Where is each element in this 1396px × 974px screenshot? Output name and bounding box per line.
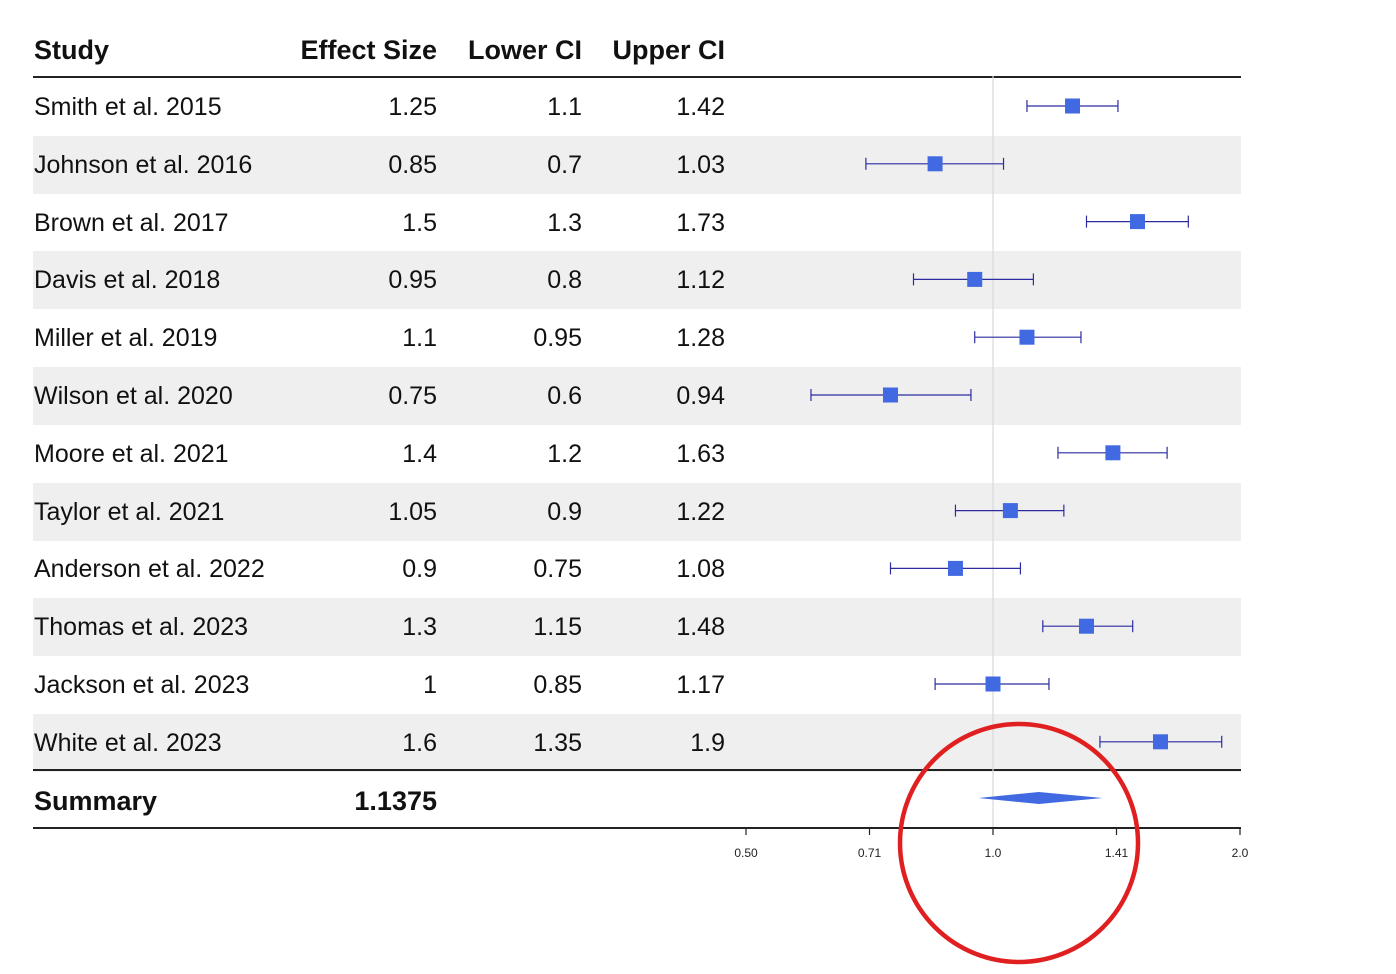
lower-ci-value: 0.6 xyxy=(547,382,582,410)
study-name: White et al. 2023 xyxy=(34,728,222,757)
effect-marker xyxy=(1065,98,1081,114)
effect-size-value: 0.95 xyxy=(388,266,437,295)
effect-marker xyxy=(1105,445,1121,461)
effect-marker xyxy=(985,676,1001,692)
upper-ci-value: 1.22 xyxy=(676,497,725,526)
axis-tick-label: 0.71 xyxy=(858,846,882,860)
study-name: Johnson et al. 2016 xyxy=(34,150,253,179)
summary-effect: 1.1375 xyxy=(354,786,437,816)
table-row xyxy=(33,367,1241,425)
lower-ci-value: 0.8 xyxy=(547,266,582,295)
effect-size-value: 1 xyxy=(423,671,437,699)
effect-size-value: 1.6 xyxy=(402,728,437,757)
axis-tick-label: 1.0 xyxy=(985,846,1002,860)
lower-ci-value: 1.15 xyxy=(533,613,582,642)
effect-size-value: 0.9 xyxy=(402,555,437,584)
upper-ci-value: 1.42 xyxy=(676,93,725,121)
lower-ci-value: 0.75 xyxy=(533,555,582,584)
effect-size-value: 1.05 xyxy=(388,497,437,526)
upper-ci-value: 1.9 xyxy=(690,728,725,757)
upper-ci-value: 0.94 xyxy=(676,382,725,410)
header-lower-ci: Lower CI xyxy=(467,35,582,65)
study-name: Moore et al. 2021 xyxy=(34,439,229,468)
effect-marker xyxy=(1078,618,1094,634)
effect-marker xyxy=(1002,503,1018,519)
upper-ci-value: 1.17 xyxy=(676,671,725,699)
study-name: Jackson et al. 2023 xyxy=(34,671,250,699)
lower-ci-value: 0.9 xyxy=(547,497,582,526)
effect-size-value: 1.5 xyxy=(402,208,437,237)
upper-ci-value: 1.63 xyxy=(676,439,725,468)
effect-marker xyxy=(882,387,898,403)
effect-size-value: 1.25 xyxy=(388,93,437,121)
axis-line xyxy=(33,827,1241,829)
study-name: Taylor et al. 2021 xyxy=(34,497,225,526)
lower-ci-value: 1.3 xyxy=(547,208,582,237)
table-row xyxy=(33,598,1241,657)
upper-ci-value: 1.73 xyxy=(676,208,725,237)
study-name: Brown et al. 2017 xyxy=(34,208,229,237)
axis-tick-label: 2.0 xyxy=(1232,846,1249,860)
lower-ci-value: 0.95 xyxy=(533,324,582,353)
axis-tick-label: 0.50 xyxy=(734,846,758,860)
study-name: Davis et al. 2018 xyxy=(34,266,221,295)
study-name: Smith et al. 2015 xyxy=(34,93,222,121)
table-row xyxy=(33,135,1241,194)
upper-ci-value: 1.48 xyxy=(676,613,725,642)
lower-ci-value: 1.1 xyxy=(547,93,582,121)
effect-size-value: 0.85 xyxy=(388,150,437,179)
lower-ci-value: 0.85 xyxy=(533,671,582,699)
effect-size-value: 0.75 xyxy=(388,382,437,410)
axis-tick-label: 1.41 xyxy=(1105,846,1129,860)
table-row xyxy=(33,251,1241,310)
lower-ci-value: 0.7 xyxy=(547,150,582,179)
annotation-circle xyxy=(897,721,1141,965)
effect-marker xyxy=(967,271,983,287)
effect-size-value: 1.1 xyxy=(402,324,437,353)
effect-marker xyxy=(1019,329,1035,345)
header-effect-size: Effect Size xyxy=(300,35,437,65)
study-name: Thomas et al. 2023 xyxy=(34,613,249,642)
effect-marker xyxy=(1152,734,1168,750)
effect-marker xyxy=(947,560,963,576)
header-divider xyxy=(33,76,1241,78)
summary-diamond xyxy=(978,792,1103,804)
study-name: Wilson et al. 2020 xyxy=(34,382,233,410)
lower-ci-value: 1.35 xyxy=(533,728,582,757)
upper-ci-value: 1.08 xyxy=(676,555,725,584)
study-name: Miller et al. 2019 xyxy=(34,324,218,353)
upper-ci-value: 1.28 xyxy=(676,324,725,353)
table-row xyxy=(33,713,1241,772)
header-upper-ci: Upper CI xyxy=(612,35,725,65)
effect-marker xyxy=(927,156,943,172)
effect-marker xyxy=(1129,214,1145,230)
summary-label: Summary xyxy=(34,786,158,816)
header-study: Study xyxy=(34,35,110,65)
effect-size-value: 1.4 xyxy=(402,439,437,468)
table-row xyxy=(33,482,1241,541)
lower-ci-value: 1.2 xyxy=(547,439,582,468)
upper-ci-value: 1.12 xyxy=(676,266,725,295)
study-name: Anderson et al. 2022 xyxy=(34,555,265,584)
upper-ci-value: 1.03 xyxy=(676,150,725,179)
summary-divider xyxy=(33,769,1241,771)
effect-size-value: 1.3 xyxy=(402,613,437,642)
